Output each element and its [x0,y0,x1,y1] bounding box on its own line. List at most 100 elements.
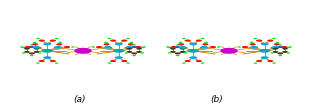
Circle shape [74,48,92,54]
Circle shape [201,62,204,64]
Circle shape [110,60,116,62]
Circle shape [58,42,62,43]
Circle shape [250,43,256,45]
Circle shape [43,43,51,45]
Circle shape [210,46,216,48]
Circle shape [250,46,258,49]
Circle shape [256,40,262,42]
Circle shape [185,60,191,62]
Circle shape [34,48,39,50]
Circle shape [96,46,102,48]
Circle shape [132,44,136,46]
Circle shape [142,46,146,48]
Circle shape [136,48,142,50]
Circle shape [259,49,270,53]
Circle shape [196,60,202,62]
Circle shape [29,46,35,48]
Circle shape [274,43,280,45]
Circle shape [180,48,185,50]
Circle shape [271,46,279,49]
Circle shape [121,40,127,42]
Circle shape [110,40,116,42]
Circle shape [64,46,70,48]
Circle shape [200,46,208,49]
Circle shape [261,56,269,59]
Circle shape [22,47,26,48]
Circle shape [180,51,185,53]
Circle shape [20,46,24,48]
Circle shape [185,40,191,42]
Circle shape [24,48,30,50]
Circle shape [170,51,176,53]
Circle shape [270,52,274,54]
Circle shape [189,56,197,59]
Circle shape [32,43,38,45]
Circle shape [50,60,56,62]
Circle shape [256,60,262,62]
Circle shape [188,49,199,53]
Circle shape [36,62,40,64]
Circle shape [178,46,187,49]
Circle shape [282,51,288,53]
Circle shape [36,38,40,39]
Circle shape [175,46,181,48]
Text: (b): (b) [210,95,223,104]
Circle shape [108,62,111,64]
Circle shape [217,46,221,48]
Circle shape [33,42,37,43]
Circle shape [127,51,132,53]
Circle shape [286,47,290,48]
Circle shape [38,52,42,54]
Circle shape [175,52,181,54]
Circle shape [121,60,127,62]
Circle shape [273,51,278,53]
Circle shape [168,52,172,54]
Circle shape [281,46,288,48]
Circle shape [50,40,56,42]
Circle shape [176,44,180,46]
Circle shape [124,47,128,48]
Circle shape [242,46,248,48]
Circle shape [39,60,45,62]
Circle shape [189,43,197,45]
Circle shape [39,40,45,42]
Circle shape [42,49,53,53]
Circle shape [33,46,41,49]
Circle shape [104,42,108,43]
Circle shape [91,46,95,48]
Circle shape [267,40,273,42]
Circle shape [270,47,274,48]
Text: (a): (a) [74,95,86,104]
Circle shape [282,48,288,50]
Circle shape [30,55,34,56]
Circle shape [275,42,279,43]
Circle shape [182,62,186,64]
Circle shape [267,60,273,62]
Circle shape [24,46,31,48]
Circle shape [204,42,208,43]
Circle shape [184,52,188,54]
Circle shape [108,38,111,39]
Circle shape [115,43,123,45]
Circle shape [178,43,184,45]
Circle shape [34,51,39,53]
Circle shape [71,46,75,48]
Circle shape [170,48,176,50]
Circle shape [237,46,241,48]
Circle shape [30,44,34,46]
Circle shape [220,48,238,54]
Circle shape [131,46,137,48]
Circle shape [124,52,128,54]
Circle shape [38,47,42,48]
Circle shape [179,42,183,43]
Circle shape [56,43,62,45]
Circle shape [132,55,136,56]
Circle shape [277,52,283,54]
Circle shape [278,44,282,46]
Circle shape [277,46,283,48]
Circle shape [125,46,134,49]
Circle shape [136,51,142,53]
Circle shape [184,47,188,48]
Circle shape [126,62,130,64]
Circle shape [288,46,292,48]
